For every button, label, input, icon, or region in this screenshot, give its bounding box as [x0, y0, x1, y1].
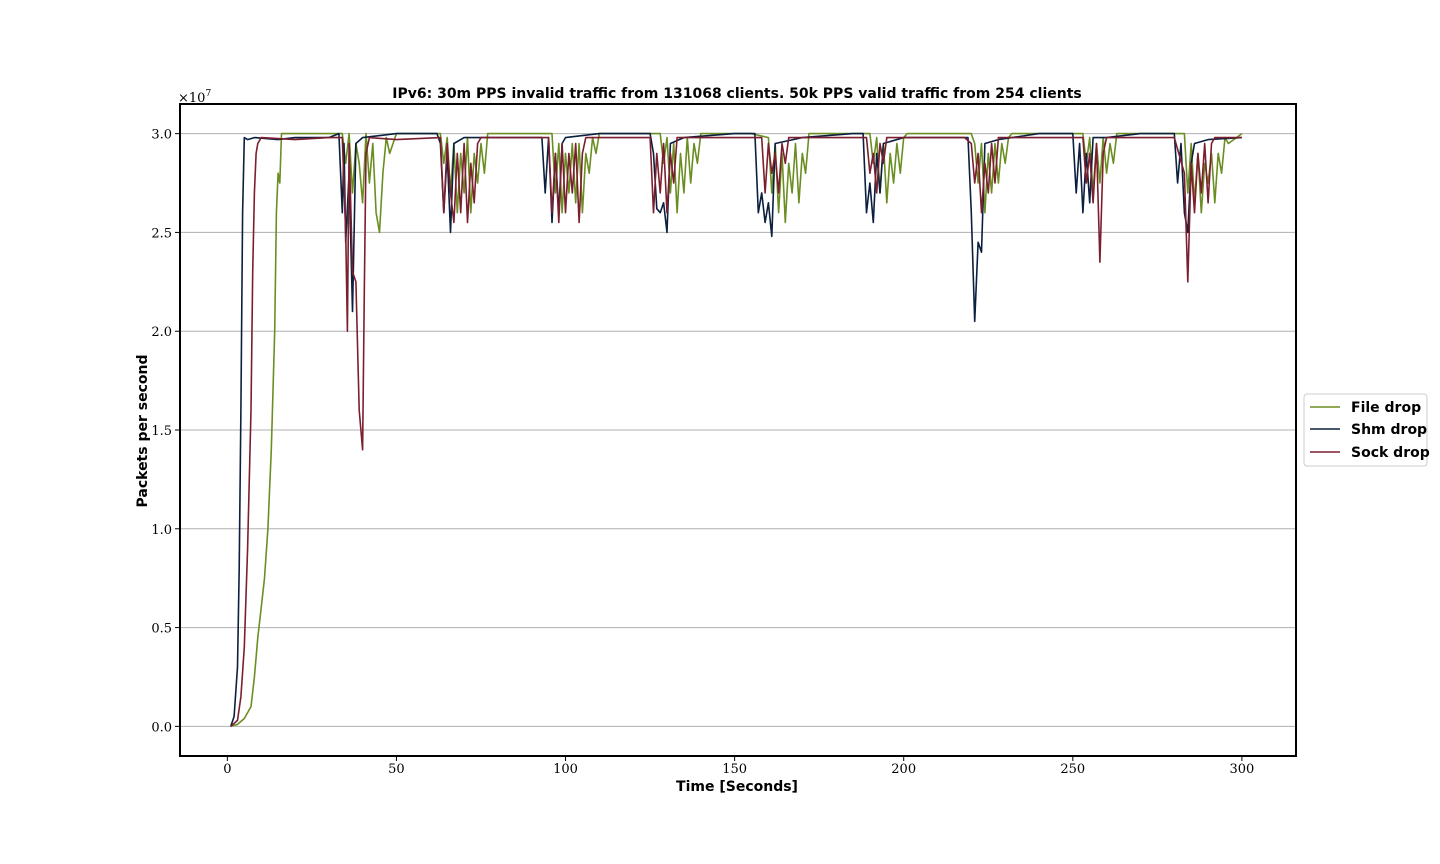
y-tick-label: 0.5 — [151, 622, 172, 637]
x-axis-label: Time [Seconds] — [676, 779, 798, 795]
y-tick-label: 3.0 — [151, 128, 172, 143]
x-tick-label: 300 — [1229, 762, 1254, 777]
y-tick-label: 2.0 — [151, 325, 172, 340]
y-tick-label: 2.5 — [151, 226, 172, 241]
y-tick-label: 1.5 — [151, 424, 172, 439]
x-tick-label: 0 — [223, 762, 231, 777]
y-tick-label: 0.0 — [151, 720, 172, 735]
y-tick-label: 1.0 — [151, 523, 172, 538]
series-lines — [229, 132, 1243, 728]
x-tick-label: 200 — [891, 762, 916, 777]
y-multiplier-base: ×10 — [178, 91, 205, 106]
y-multiplier: ×107 — [178, 89, 211, 106]
legend-label-sock-drop: Sock drop — [1351, 445, 1430, 461]
x-tick-label: 250 — [1060, 762, 1085, 777]
legend: File drop Shm drop Sock drop — [1303, 393, 1430, 467]
x-axis-ticks: 0 50 100 150 200 250 300 — [223, 756, 1254, 777]
series-line-shm-drop — [229, 132, 1242, 727]
y-axis-ticks: 0.0 0.5 1.0 1.5 2.0 2.5 3.0 — [151, 128, 180, 735]
legend-box — [1303, 393, 1428, 467]
y-multiplier-exponent: 7 — [205, 89, 211, 99]
legend-label-file-drop: File drop — [1351, 400, 1421, 416]
x-tick-label: 100 — [553, 762, 578, 777]
legend-label-shm-drop: Shm drop — [1351, 422, 1427, 438]
x-tick-label: 150 — [722, 762, 747, 777]
x-tick-label: 50 — [388, 762, 405, 777]
series-line-sock-drop — [230, 136, 1242, 727]
y-axis-label: Packets per second — [135, 355, 151, 508]
chart-title: IPv6: 30m PPS invalid traffic from 13106… — [392, 86, 1081, 102]
